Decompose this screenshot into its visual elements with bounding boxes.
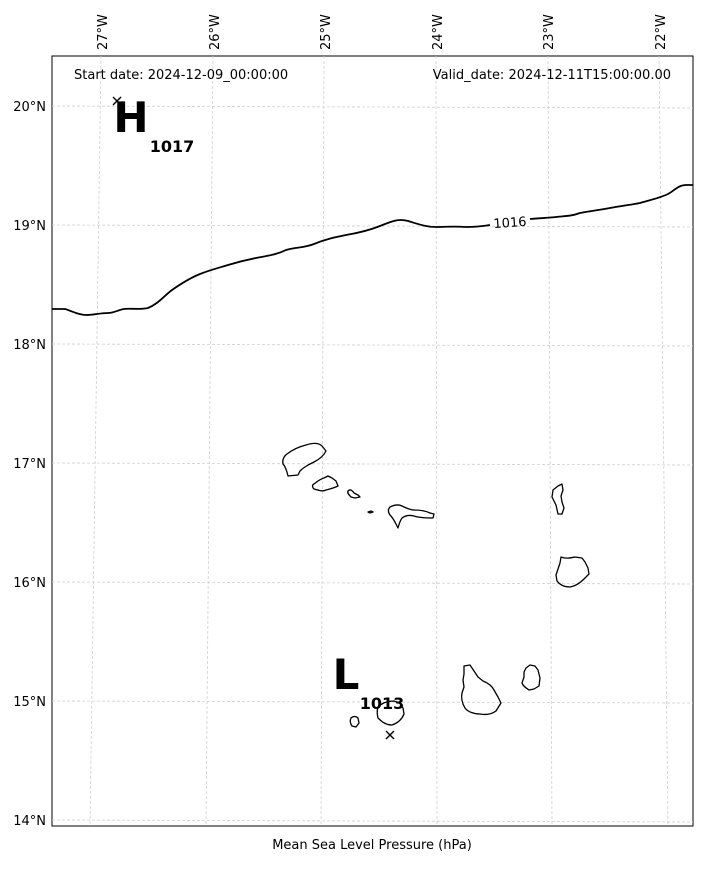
- lon-tick-labels: 27°W 26°W 25°W 24°W 23°W 22°W: [96, 14, 669, 50]
- high-letter: H: [113, 93, 148, 142]
- lon-tick-label: 23°W: [542, 14, 557, 50]
- isobar-1016: 1016: [52, 184, 693, 316]
- island-outline: [521, 664, 541, 691]
- parallel-line: [51, 462, 694, 466]
- island-outline: [311, 475, 339, 492]
- meridian-line: [205, 55, 214, 827]
- lat-tick-label: 19°N: [13, 219, 46, 234]
- low-pressure-center: L 1013: [333, 650, 405, 740]
- lon-tick-label: 25°W: [319, 14, 334, 50]
- parallel-line: [51, 105, 694, 109]
- high-center-marker: [112, 96, 122, 106]
- lon-tick-label: 24°W: [431, 14, 446, 50]
- lat-tick-label: 16°N: [13, 576, 46, 591]
- lon-tick-label: 26°W: [208, 14, 223, 50]
- parallel-line: [51, 343, 694, 347]
- low-center-marker: [385, 730, 395, 740]
- lat-tick-labels: 20°N 19°N 18°N 17°N 16°N 15°N 14°N: [13, 100, 46, 829]
- parallel-line: [51, 819, 694, 823]
- parallel-line: [51, 700, 694, 704]
- start-date-text: Start date: 2024-12-09_00:00:00: [74, 68, 288, 83]
- isobar-line: [529, 184, 693, 220]
- lat-tick-label: 14°N: [13, 814, 46, 829]
- map-field-label: Mean Sea Level Pressure (hPa): [272, 838, 472, 853]
- lat-tick-label: 15°N: [13, 695, 46, 710]
- island-outline: [282, 442, 327, 477]
- lat-tick-label: 20°N: [13, 100, 46, 115]
- isobar-label: 1016: [493, 215, 527, 232]
- lat-tick-label: 17°N: [13, 457, 46, 472]
- map-frame: [51, 55, 694, 827]
- meridian-line: [547, 55, 553, 827]
- island-outline: [349, 715, 360, 728]
- parallel-line: [51, 581, 694, 585]
- high-pressure-center: H 1017: [112, 93, 195, 156]
- meridian-line: [658, 55, 669, 827]
- low-value: 1013: [360, 694, 405, 713]
- lon-tick-label: 22°W: [654, 14, 669, 50]
- graticule: [51, 55, 694, 827]
- meridian-line: [89, 55, 102, 827]
- island-outline: [555, 556, 590, 588]
- low-letter: L: [333, 650, 360, 699]
- coastlines: [282, 442, 590, 728]
- valid-date-text: Valid_date: 2024-12-11T15:00:00.00: [433, 68, 671, 83]
- lon-tick-label: 27°W: [96, 14, 111, 50]
- island-outline: [376, 700, 405, 726]
- lat-tick-label: 18°N: [13, 338, 46, 353]
- island-outline: [387, 504, 435, 529]
- parallel-line: [51, 224, 694, 228]
- meridian-line: [320, 55, 325, 827]
- high-value: 1017: [150, 137, 195, 156]
- island-outline: [367, 510, 374, 514]
- isobar-line: [52, 219, 491, 316]
- island-outline: [551, 483, 565, 515]
- meridian-line: [435, 55, 438, 827]
- island-outline: [460, 664, 502, 716]
- island-outline: [347, 489, 361, 499]
